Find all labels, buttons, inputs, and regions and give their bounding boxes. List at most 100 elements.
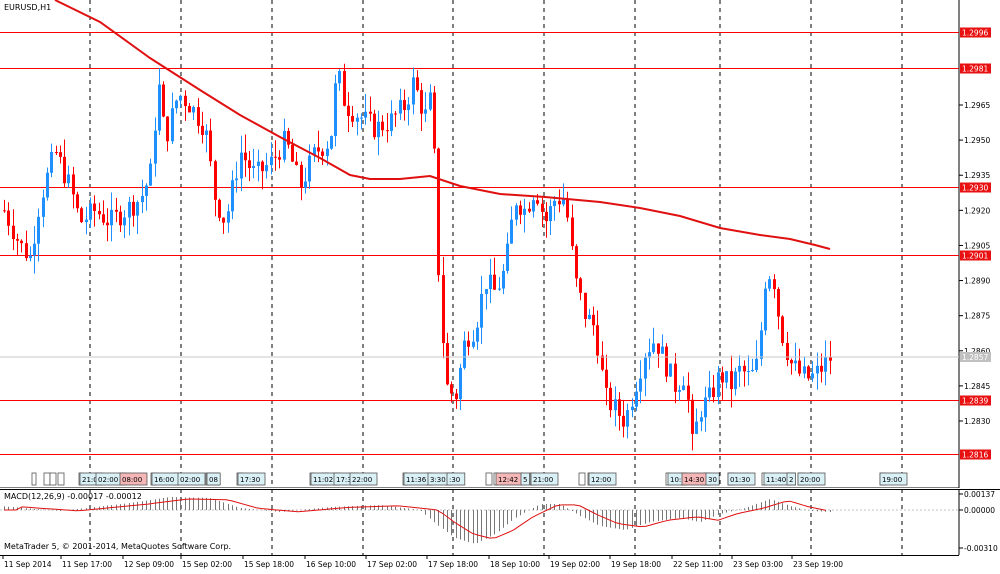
- candle-body: [725, 371, 728, 383]
- level-tag-text: 1.2901: [962, 252, 988, 261]
- candle-body: [179, 95, 182, 101]
- candle-body: [786, 343, 789, 361]
- event-marker: [31, 472, 37, 486]
- price-axis-label: 1.2920: [964, 206, 990, 215]
- time-tag-text: 16:00: [154, 476, 174, 484]
- candle-body: [502, 270, 505, 289]
- candle-body: [184, 95, 187, 107]
- level-tag-box: [960, 27, 991, 38]
- candle-body: [261, 161, 264, 172]
- time-tag-text: 3:30: [430, 476, 446, 484]
- candle-body: [687, 385, 690, 400]
- time-tag-text: 22:00: [352, 476, 372, 484]
- candle-body: [3, 210, 6, 212]
- price-axis-label: 1.2890: [964, 277, 990, 286]
- candle-body: [416, 77, 419, 91]
- candle-body: [85, 219, 88, 223]
- candle-body: [708, 387, 711, 398]
- candle-body: [661, 346, 664, 354]
- time-tag-text: 2: [789, 476, 793, 484]
- candle-body: [106, 222, 109, 226]
- candle-body: [691, 399, 694, 434]
- candle-body: [480, 293, 483, 328]
- candle-body: [386, 130, 389, 132]
- candle-body: [278, 157, 281, 160]
- time-tag-box: [206, 472, 221, 486]
- candle-body: [330, 136, 333, 149]
- time-axis-label: 15 Sep 18:00: [244, 560, 294, 569]
- candle-body: [115, 209, 118, 212]
- candle-body: [55, 151, 58, 153]
- candle-body: [485, 289, 488, 294]
- price-axis-label: 1.2875: [964, 312, 990, 321]
- time-axis-label: 12 Sep 09:00: [124, 560, 174, 569]
- candle-body: [596, 325, 599, 356]
- candle-body: [781, 316, 784, 344]
- price-chart[interactable]: 1.2965 1.2950 1.2935 1.2920 1.2905 1.2890 1.28…: [0, 0, 1000, 488]
- event-tags-strip: 21:0 02:00 08:00 16:00 02:00 08 17:30 11:02 17:3…: [0, 472, 959, 488]
- time-tag-text: 19:00: [882, 476, 902, 484]
- candle-body: [618, 399, 621, 416]
- candle-body: [773, 279, 776, 290]
- time-tag-text: 02:00: [180, 476, 200, 484]
- candle-body: [562, 199, 565, 205]
- level-tag-text: 1.2930: [962, 184, 988, 193]
- candle-body: [743, 365, 746, 372]
- time-axis-label: 19 Sep 18:00: [611, 560, 661, 569]
- candle-body: [188, 106, 191, 113]
- candle-body: [141, 195, 144, 203]
- price-axis-label: 1.2965: [964, 101, 990, 110]
- time-tag-text: 5: [523, 476, 527, 484]
- candle-body: [566, 199, 569, 218]
- candle-body: [80, 208, 83, 223]
- time-tag-box: [879, 472, 908, 486]
- candle-body: [575, 246, 578, 279]
- time-tag-box: [349, 472, 378, 486]
- time-axis-label: 11 Sep 2014: [4, 560, 52, 569]
- candle-body: [12, 225, 15, 240]
- candle-body: [123, 217, 126, 226]
- time-tag-text: 12:42: [498, 476, 518, 484]
- time-tag-text: :30: [449, 476, 460, 484]
- candle-body: [338, 71, 341, 84]
- candle-body: [506, 243, 509, 271]
- candle-body: [369, 111, 372, 114]
- time-axis-label: 18 Sep 10:00: [490, 560, 540, 569]
- candle-body: [820, 365, 823, 372]
- price-axis-labels: 1.2965 1.2950 1.2935 1.2920 1.2905 1.2890 1.28…: [959, 101, 990, 426]
- candlesticks: [3, 63, 832, 451]
- candle-body: [235, 178, 238, 181]
- candle-body: [119, 211, 122, 226]
- event-marker: [43, 472, 51, 486]
- candle-body: [644, 357, 647, 379]
- candle-body: [493, 274, 496, 290]
- candle-body: [532, 200, 535, 212]
- time-tag-box: [727, 472, 756, 486]
- candle-body: [59, 152, 62, 157]
- time-tag-text: 12:00: [591, 476, 611, 484]
- time-tag-text: 10:: [670, 476, 681, 484]
- candle-body: [192, 107, 195, 113]
- candle-body: [811, 373, 814, 379]
- candle-body: [635, 391, 638, 407]
- candle-body: [459, 367, 462, 400]
- time-axis-label: 19 Sep 02:00: [550, 560, 600, 569]
- candle-body: [343, 71, 346, 106]
- candle-body: [347, 105, 350, 117]
- candle-body: [377, 121, 380, 138]
- macd-signal-line: [4, 498, 827, 539]
- candle-body: [605, 369, 608, 388]
- macd-indicator[interactable]: 0.00137 0.00000 -0.00310: [0, 489, 1000, 555]
- candle-body: [231, 180, 234, 212]
- candle-body: [222, 217, 225, 223]
- candle-body: [154, 130, 157, 164]
- candle-body: [197, 107, 200, 126]
- candle-body: [760, 330, 763, 359]
- level-tag-text: 1.2816: [962, 451, 988, 460]
- candle-body: [657, 343, 660, 354]
- time-tag-text: 17:3: [336, 476, 352, 484]
- time-tag-text: 11:02: [313, 476, 333, 484]
- candle-body: [523, 208, 526, 215]
- price-axis-label: 1.2905: [964, 241, 990, 250]
- candle-body: [390, 113, 393, 131]
